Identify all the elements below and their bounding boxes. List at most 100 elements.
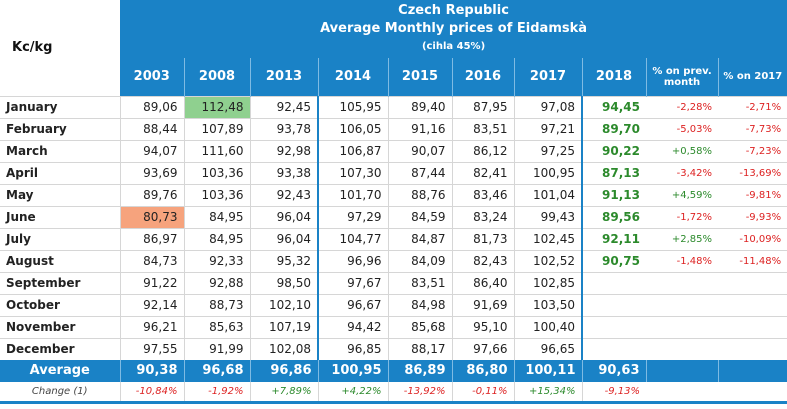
pct-2017-cell — [718, 293, 787, 316]
table-row: January 89,06 112,48 92,45 105,95 89,40 87,95 9… — [0, 95, 787, 118]
table-row: June 80,73 84,95 96,04 97,29 84,59 83,24 99,43 8… — [0, 205, 787, 228]
price-cell — [581, 315, 646, 338]
price-cell: 94,42 — [317, 315, 388, 338]
table-row: November 96,21 85,63 107,19 94,42 85,68 95,10 1… — [0, 315, 787, 338]
average-value: 100,95 — [317, 359, 388, 382]
price-cell: 92,33 — [183, 249, 250, 272]
average-value: 100,11 — [513, 359, 582, 382]
price-cell: 97,67 — [317, 271, 388, 294]
month-label: December — [0, 337, 120, 360]
price-cell: 89,56 — [581, 205, 646, 228]
price-cell: 96,85 — [317, 337, 388, 360]
price-cell: 101,04 — [513, 183, 582, 206]
title-sub: (cihla 45%) — [421, 41, 486, 52]
price-cell: 92,11 — [581, 227, 646, 250]
price-cell: 107,30 — [317, 161, 388, 184]
average-row: Average 90,38 96,68 96,86 100,95 86,89 8… — [0, 359, 787, 382]
price-cell: 103,50 — [513, 293, 582, 316]
price-cell: 84,73 — [119, 249, 184, 272]
average-label: Average — [0, 359, 120, 382]
table-row: August 84,73 92,33 95,32 96,96 84,09 82,43 102,… — [0, 249, 787, 272]
price-cell: 91,22 — [119, 271, 184, 294]
price-cell: 107,19 — [249, 315, 318, 338]
price-cell: 83,46 — [451, 183, 514, 206]
price-cell: 89,70 — [581, 117, 646, 140]
price-cell: 88,73 — [183, 293, 250, 316]
table-row: September 91,22 92,88 98,50 97,67 83,51 86,40 1… — [0, 271, 787, 294]
price-cell: 91,99 — [183, 337, 250, 360]
pct-prev-month-cell — [646, 271, 718, 294]
year-header-row: 2003 2008 2013 2014 2015 2016 2017 2018 … — [0, 58, 787, 96]
price-cell: 94,45 — [581, 95, 646, 118]
price-cell: 82,41 — [451, 161, 514, 184]
price-cell: 84,87 — [387, 227, 452, 250]
price-cell: 90,22 — [581, 139, 646, 162]
average-value: 86,80 — [451, 359, 514, 382]
table-row: July 86,97 84,95 96,04 104,77 84,87 81,73 102,4… — [0, 227, 787, 250]
month-label: August — [0, 249, 120, 272]
pct-prev-month-cell — [646, 337, 718, 360]
price-cell: 83,24 — [451, 205, 514, 228]
price-cell: 103,36 — [183, 183, 250, 206]
table-row: February 88,44 107,89 93,78 106,05 91,16 83,51… — [0, 117, 787, 140]
price-cell: 86,97 — [119, 227, 184, 250]
pct-prev-month-cell: +0,58% — [646, 139, 718, 162]
pct-2017-cell — [718, 271, 787, 294]
price-cell: 96,04 — [249, 227, 318, 250]
month-label: November — [0, 315, 120, 338]
pct-prev-month-cell: -2,28% — [646, 95, 718, 118]
pct-prev-month-cell: -5,03% — [646, 117, 718, 140]
price-cell: 96,67 — [317, 293, 388, 316]
pct-prev-month-cell: -1,72% — [646, 205, 718, 228]
month-label: September — [0, 271, 120, 294]
average-value: 96,68 — [183, 359, 250, 382]
year-header: 2003 — [120, 58, 184, 96]
change-label: Change (1) — [0, 381, 120, 404]
price-cell: 112,48 — [183, 95, 250, 118]
pct-2017-cell: -9,81% — [718, 183, 787, 206]
price-cell: 86,40 — [451, 271, 514, 294]
average-blank — [717, 359, 787, 382]
year-header: 2017 — [513, 58, 582, 96]
table-row: March 94,07 111,60 92,98 106,87 90,07 86,12 97,… — [0, 139, 787, 162]
price-cell: 102,08 — [249, 337, 318, 360]
month-label: January — [0, 95, 120, 118]
price-cell: 83,51 — [387, 271, 452, 294]
price-cell: 96,04 — [249, 205, 318, 228]
table-row: May 89,76 103,36 92,43 101,70 88,76 83,46 101,0… — [0, 183, 787, 206]
pct-prev-month-cell: +2,85% — [646, 227, 718, 250]
pct-2017-cell: -13,69% — [718, 161, 787, 184]
price-cell: 95,32 — [249, 249, 318, 272]
price-cell: 90,07 — [387, 139, 452, 162]
price-cell: 83,51 — [451, 117, 514, 140]
price-cell: 102,85 — [513, 271, 582, 294]
table-row: December 97,55 91,99 102,08 96,85 88,17 97,66 9… — [0, 337, 787, 360]
month-label: July — [0, 227, 120, 250]
change-value: -13,92% — [387, 381, 452, 404]
average-value: 90,63 — [581, 359, 646, 382]
price-cell: 92,45 — [249, 95, 318, 118]
price-cell: 97,66 — [451, 337, 514, 360]
pct-prev-month-cell: -3,42% — [646, 161, 718, 184]
price-cell: 91,69 — [451, 293, 514, 316]
pct-2017-cell — [718, 315, 787, 338]
month-label: February — [0, 117, 120, 140]
change-value: -0,11% — [451, 381, 514, 404]
year-header: 2015 — [387, 58, 452, 96]
price-cell — [581, 293, 646, 316]
pct-2017-cell: -2,71% — [718, 95, 787, 118]
price-cell: 93,38 — [249, 161, 318, 184]
year-header: 2013 — [249, 58, 318, 96]
change-value: +15,34% — [513, 381, 582, 404]
price-cell: 89,76 — [119, 183, 184, 206]
change-row: Change (1) -10,84% -1,92% +7,89% +4,22% … — [0, 381, 787, 404]
table-row: October 92,14 88,73 102,10 96,67 84,98 91,69 10… — [0, 293, 787, 316]
price-cell: 105,95 — [317, 95, 388, 118]
price-cell: 92,14 — [119, 293, 184, 316]
price-cell: 87,95 — [451, 95, 514, 118]
change-value: -10,84% — [119, 381, 184, 404]
price-cell: 93,69 — [119, 161, 184, 184]
price-cell: 106,05 — [317, 117, 388, 140]
pct-prev-month-cell — [646, 315, 718, 338]
